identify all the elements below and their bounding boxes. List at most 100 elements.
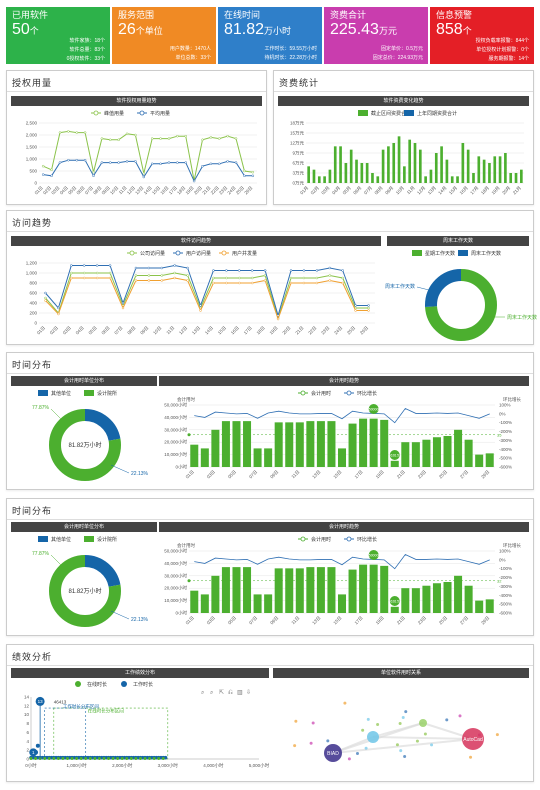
x-tick-label: 25日 [438, 615, 449, 626]
x-tick-label: 21日 [201, 185, 212, 196]
kpi-card[interactable]: 服务范围 26个单位 用户数量：1470人 单位总数：33个 [112, 7, 216, 64]
bar [190, 444, 199, 467]
bar [337, 448, 347, 467]
min-pin [389, 596, 400, 606]
x-tick-label: 21日 [396, 615, 407, 626]
min-pin-label: 3626.53 [388, 600, 401, 604]
data-point [234, 137, 238, 140]
toolbar-icon: ⎌ [228, 690, 233, 696]
scatter-point [35, 743, 40, 748]
relation-graph: BIAD AutoCad [293, 701, 499, 762]
y2-tick-label: -400% [499, 593, 512, 598]
y-tick-label: 10 [24, 712, 30, 717]
scatter-point [152, 757, 156, 761]
x-tick-label: 03日 [206, 469, 217, 480]
bar [454, 429, 463, 467]
kpi-detail: 软件家族：18个 软件总量：83个 0授权软件：33个 [67, 37, 105, 64]
chart-title-bar: 软件访问趋势 [11, 236, 381, 246]
data-point [100, 161, 104, 164]
data-point [212, 269, 215, 272]
legend-swatch [404, 110, 414, 116]
legend-swatch [38, 390, 48, 396]
scatter-point [97, 757, 101, 761]
bar [211, 429, 220, 467]
data-point [108, 276, 112, 280]
license-usage-panel: 授权用量 软件授权用量趋势 峰值用量 平均用量 0 500 1,000 1,500 2,00… [6, 70, 267, 205]
x-tick-label: 01日 [185, 615, 196, 626]
x-tick-label: 09日 [101, 185, 112, 196]
kpi-card[interactable]: 信息预警 858个 授权负载率报警：844个 单位授权计划报警：0个 服务期报警：14个 [430, 7, 534, 64]
x-tick-label: 11日 [290, 469, 301, 480]
relation-node [309, 741, 313, 745]
legend-label: 会计用时 [311, 390, 331, 397]
x-tick-label: 07日 [84, 185, 95, 196]
legend-label: 其他单位 [51, 390, 71, 397]
time-dist-panel-1: 时间分布 会计用时单位分布 其他单位 设计院所 81.82万小时 22.13% 77.8… [6, 352, 534, 490]
slice-label: 77.87% [32, 551, 50, 557]
kpi-card[interactable]: 资费合计 225.43万元 固定单价：0.5万元 固定总价：224.93万元 [324, 7, 428, 64]
x-tick-label: 21月 [512, 185, 523, 196]
legend-label: 公司访问量 [140, 250, 165, 257]
x-tick-label: 27日 [459, 615, 470, 626]
data-point [328, 274, 332, 277]
bar [443, 582, 452, 613]
chart-title-bar: 单位软件用时关系 [273, 668, 529, 678]
x-tick-label: 05日 [67, 185, 78, 196]
bar [323, 176, 326, 183]
legend-label: 环比增长 [357, 390, 377, 397]
data-point [173, 276, 176, 280]
x-tick-label: 22日 [210, 185, 221, 196]
legend-swatch [175, 250, 181, 256]
unit-donut-2: 其他单位 设计院所 81.82万小时 22.13% 77.87% [32, 536, 149, 627]
scatter-point [75, 757, 79, 761]
data-point [176, 134, 179, 138]
fee-stats-panel: 资费统计 软件资费变化趋势 截止区间资费合计 上年同期资费合计 0万元 3万元 6万元 9… [273, 70, 534, 205]
x-tick-label: 06月 [352, 185, 363, 196]
relation-node [458, 714, 462, 718]
data-point [243, 174, 246, 178]
y-tick-label: 14 [24, 695, 30, 700]
range-annotation: 在线时长分布区间 [88, 707, 124, 714]
data-point [289, 269, 293, 272]
slice-label: 22.13% [131, 471, 149, 477]
data-point [82, 276, 86, 280]
bar [348, 569, 357, 613]
relation-node [399, 749, 403, 753]
x-tick-label: 04日 [59, 185, 70, 196]
data-point [50, 174, 53, 178]
data-point [50, 168, 53, 172]
y2-tick-label: -300% [499, 584, 512, 589]
x-tick-label: 17日 [243, 325, 254, 336]
data-point [44, 296, 47, 300]
x-tick-label: 04月 [331, 185, 342, 196]
y-tick-label: 1,000 [26, 271, 38, 276]
scatter-point [79, 757, 83, 761]
data-point [192, 179, 196, 183]
data-point [238, 281, 241, 285]
x-tick-label: 19日 [269, 325, 280, 336]
bubble-label: 13 [38, 699, 44, 704]
data-point [225, 276, 228, 280]
x-tick-label: 10日 [152, 325, 163, 336]
kpi-card[interactable]: 在线时间 81.82万小时 工作时长：59.55万小时 待机时长：22.28万小时 [218, 7, 322, 64]
kpi-card[interactable]: 已用软件 50个 软件家族：18个 软件总量：83个 0授权软件：33个 [6, 7, 110, 64]
y-tick-label: 50,000小时 [164, 548, 187, 555]
min-pin [389, 450, 400, 460]
x-tick-label: 11月 [406, 185, 417, 196]
x-tick-label: 11日 [118, 185, 129, 196]
x-tick-label: 05日 [88, 325, 99, 336]
y-tick-label: 40,000小时 [164, 414, 187, 421]
legend-swatch [139, 110, 145, 116]
relation-node [355, 751, 359, 755]
bar [482, 159, 486, 183]
x-tick-label: 12月 [416, 185, 427, 196]
y-tick-label: 8 [26, 721, 29, 726]
chart-title-bar: 工作绩效分布 [11, 668, 269, 678]
bar [485, 453, 494, 467]
relation-hub [462, 728, 484, 750]
x-tick-label: 08日 [92, 185, 103, 196]
legend-label: 其他单位 [51, 536, 71, 543]
kpi-detail: 固定单价：0.5万元 固定总价：224.93万元 [373, 45, 423, 63]
data-point [70, 264, 73, 267]
relation-node [415, 739, 419, 743]
